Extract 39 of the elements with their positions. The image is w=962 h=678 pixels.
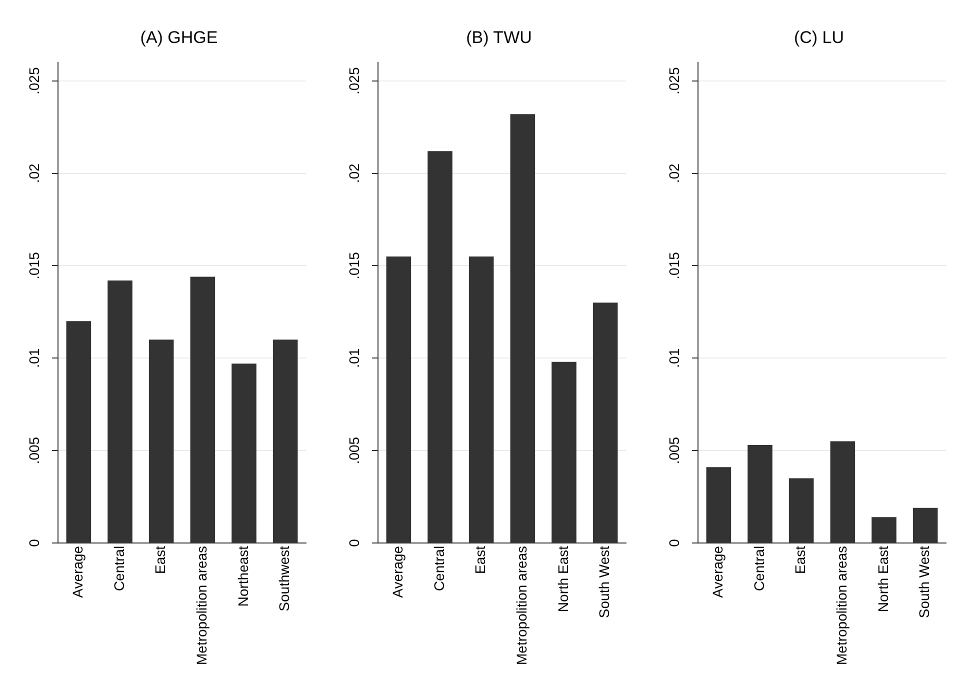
x-tick-label: South West [596,546,612,618]
y-tick-label: 0 [666,538,682,547]
x-tick-label: Average [390,546,406,598]
y-tick-label: 0 [26,538,42,547]
x-tick-label: South West [916,546,932,618]
chart-title: (C) LU [794,28,844,47]
chart-title: (A) GHGE [140,28,218,47]
x-tick-label: Average [710,546,726,598]
x-tick-label: Central [110,546,127,592]
x-tick-label: Metropolition areas [834,546,850,665]
y-tick-label: .01 [26,348,42,368]
y-tick-label: .005 [666,436,682,464]
y-tick-label: .01 [346,348,362,368]
x-tick-label: North East [874,546,891,612]
chart-title: (B) TWU [466,28,532,47]
y-tick-label: .02 [346,163,362,184]
y-tick-label: .015 [346,252,362,280]
y-tick-label: .02 [26,163,42,184]
y-tick-label: .025 [346,67,362,95]
y-tick-label: .015 [666,252,682,280]
x-tick-label: North East [554,546,571,612]
x-tick-label: Southwest [276,546,292,612]
x-tick-label: Metropolition areas [194,546,210,665]
y-tick-label: .025 [26,67,42,95]
y-tick-label: .005 [346,436,362,464]
x-tick-label: Average [70,546,86,598]
y-tick-label: .015 [26,252,42,280]
x-tick-label: East [152,546,168,574]
y-tick-label: .02 [666,163,682,184]
x-tick-label: Central [430,546,447,592]
y-tick-label: .005 [26,436,42,464]
x-tick-label: East [792,546,808,574]
x-tick-label: Metropolition areas [514,546,530,665]
y-tick-label: .01 [666,348,682,368]
x-tick-label: East [472,546,488,574]
y-tick-label: .025 [666,67,682,95]
y-tick-label: 0 [346,538,362,547]
x-tick-label: Central [750,546,767,592]
x-tick-label: Northeast [234,546,251,607]
